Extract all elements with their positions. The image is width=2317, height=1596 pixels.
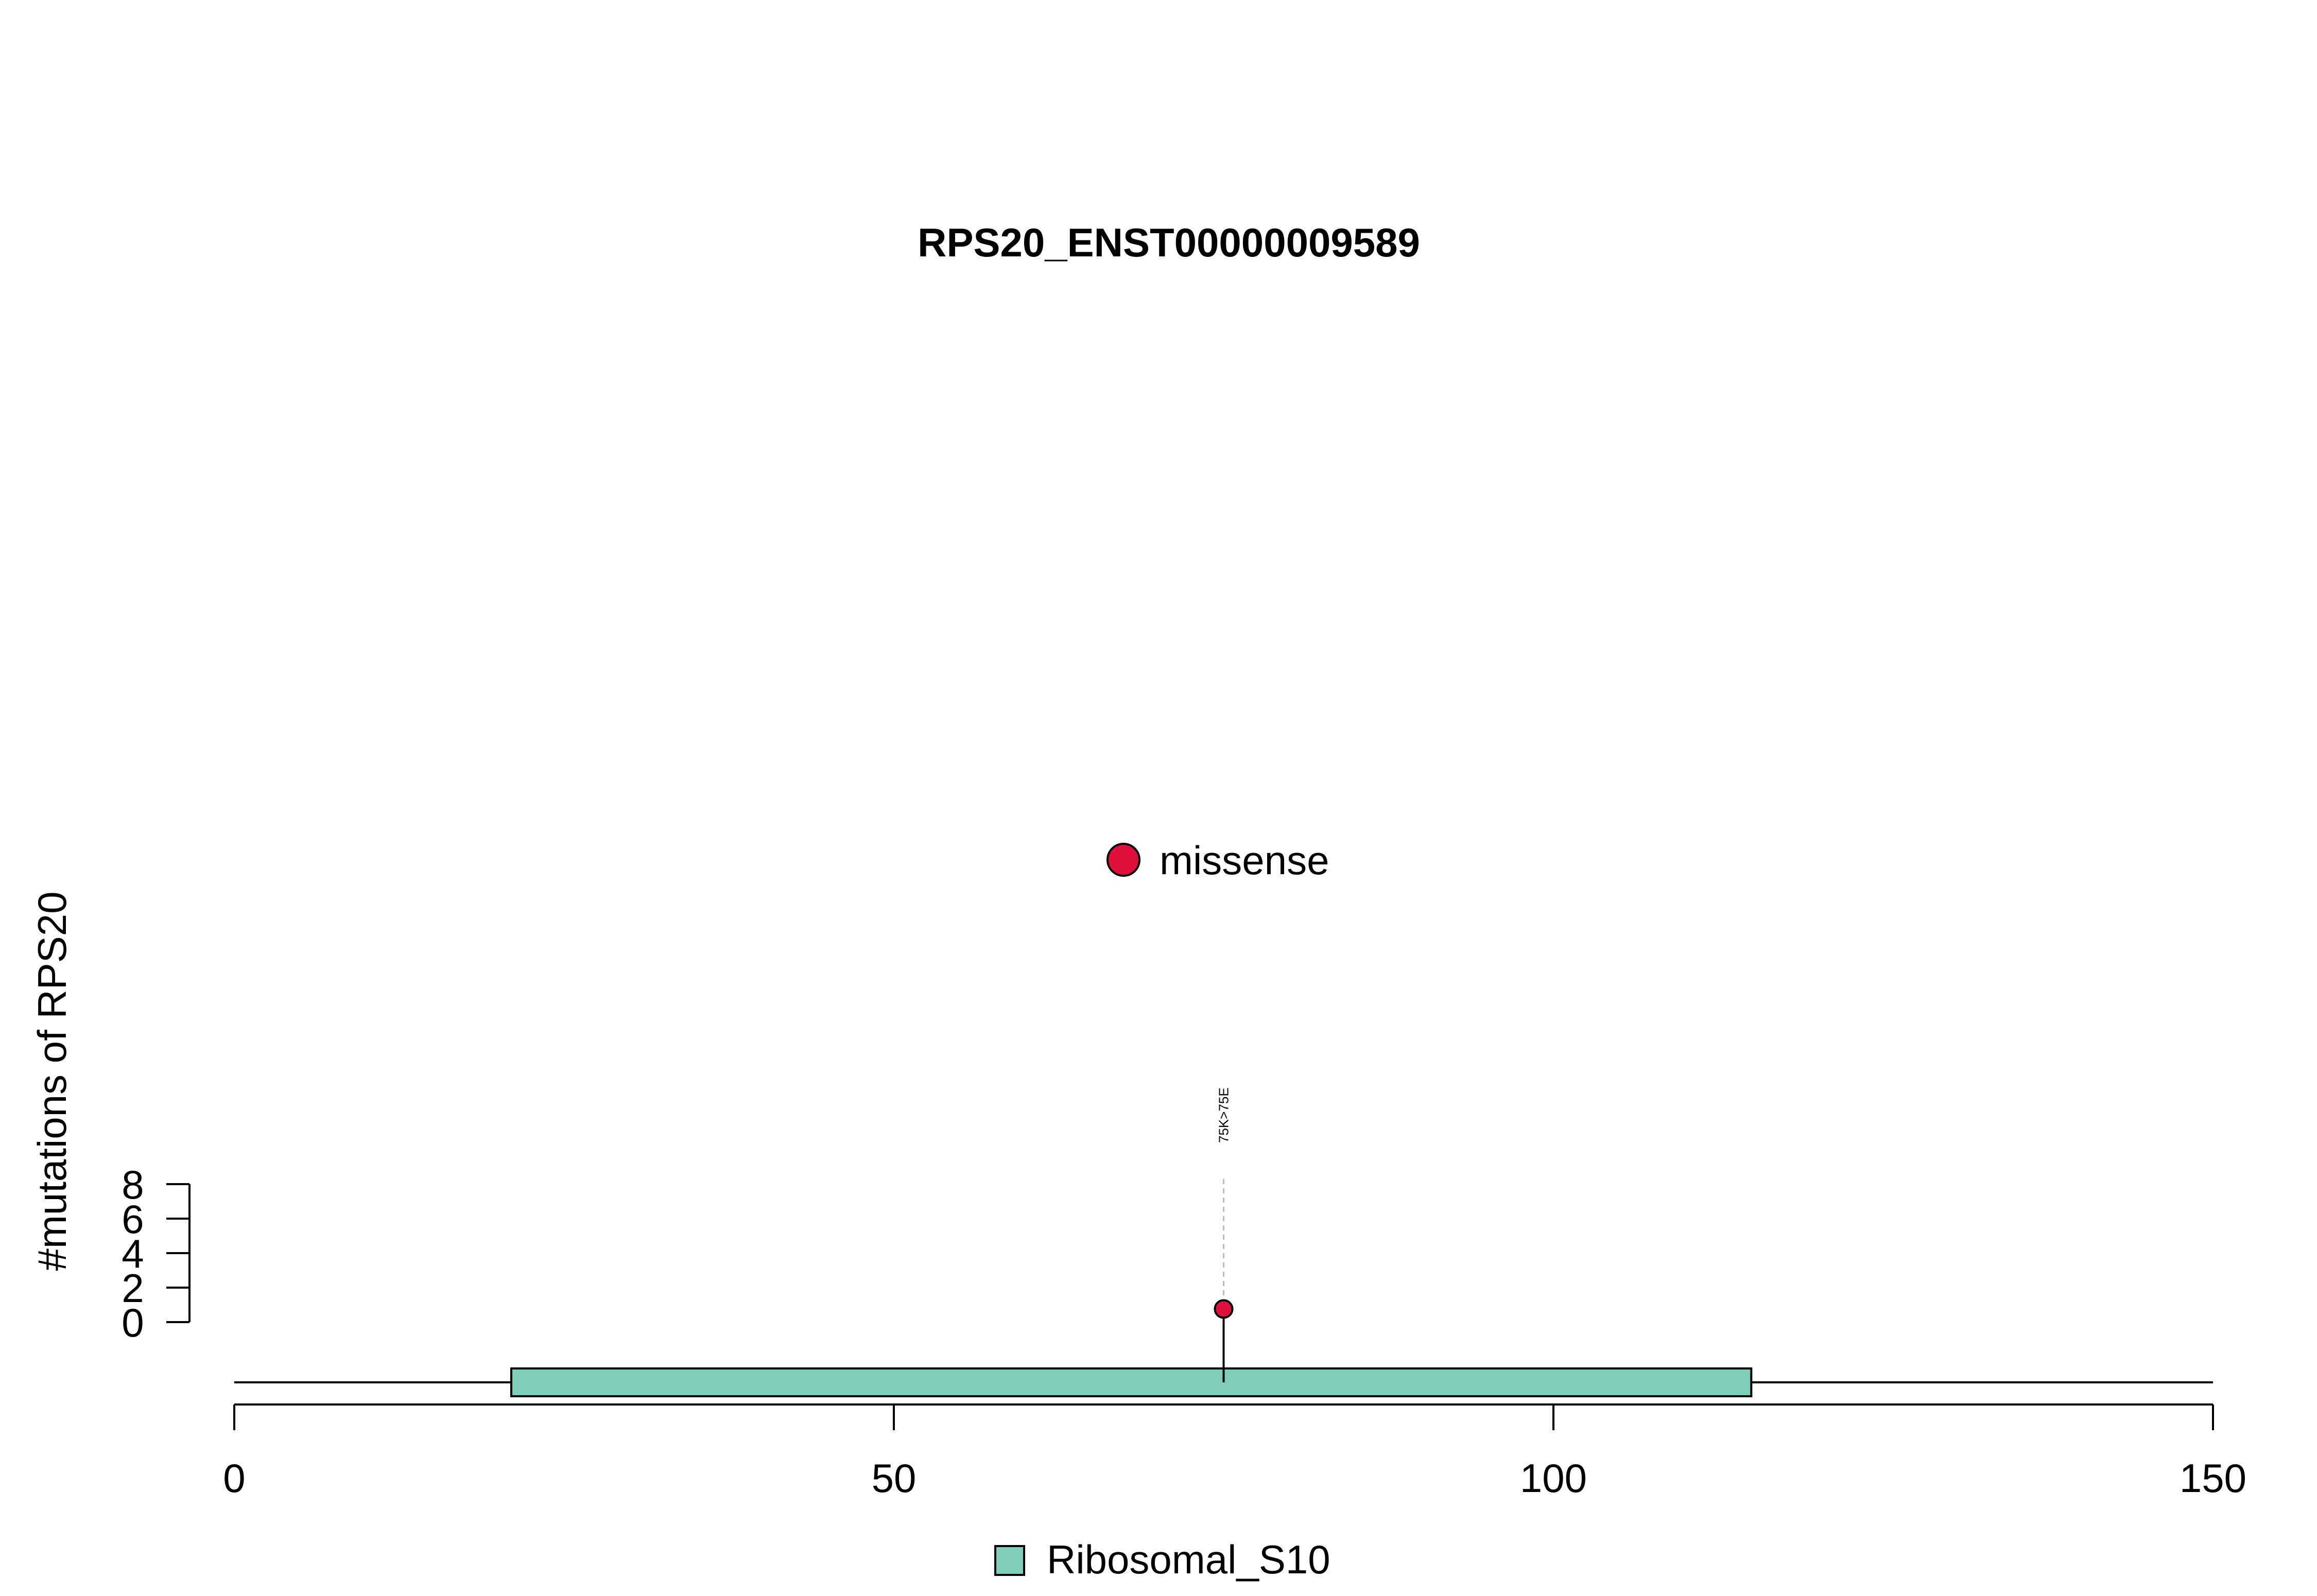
protein-track — [234, 1367, 2213, 1397]
legend-domain-label: Ribosomal_S10 — [1047, 1537, 1330, 1582]
y-tick-label: 8 — [122, 1162, 144, 1207]
mutation-head — [1214, 1299, 1234, 1319]
x-axis: 0 50 100 150 — [223, 1403, 2246, 1501]
mutation-type-legend: missense — [1106, 838, 1329, 883]
legend-domain-swatch — [994, 1545, 1025, 1576]
domain-ribosomal-s10 — [510, 1367, 1753, 1397]
y-tick-label: 4 — [122, 1231, 144, 1276]
x-tick-label: 100 — [1520, 1455, 1587, 1501]
y-tick-label: 6 — [122, 1196, 144, 1242]
x-tick-label: 0 — [223, 1455, 245, 1501]
x-tick-label: 50 — [872, 1455, 917, 1501]
legend-missense-marker — [1106, 843, 1140, 877]
chart-title: RPS20_ENST00000009589 — [918, 220, 1420, 265]
y-tick-label: 0 — [122, 1300, 144, 1345]
y-tick-label: 2 — [122, 1265, 144, 1311]
y-axis-label: #mutations of RPS20 — [29, 891, 75, 1271]
domain-legend: Ribosomal_S10 — [994, 1537, 1330, 1582]
x-tick-label: 150 — [2180, 1455, 2246, 1501]
mutation-label: 75K>75E — [1216, 1087, 1232, 1143]
mutation-lollipops: 75K>75E — [1214, 1087, 1234, 1382]
legend-mutation-type-label: missense — [1160, 838, 1329, 883]
